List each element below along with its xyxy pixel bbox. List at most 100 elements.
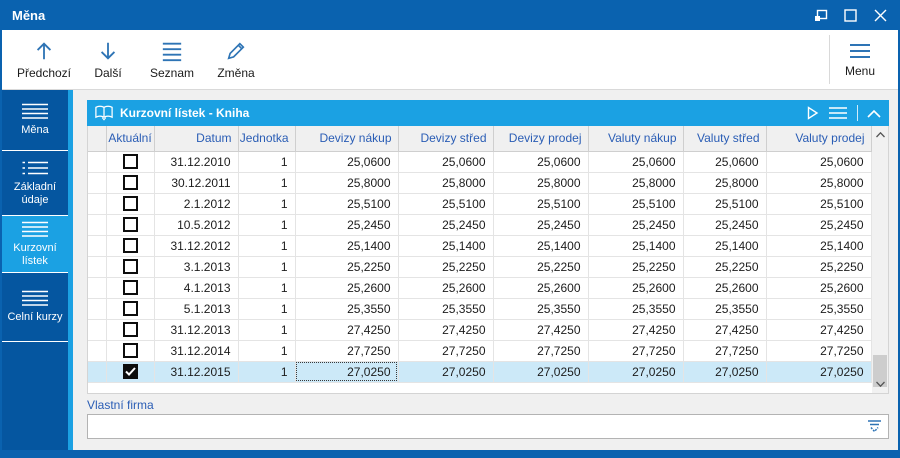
cell-devizy_prodej[interactable]: 25,5100 [493,193,589,215]
cell-valuty_prodej[interactable]: 25,1400 [766,235,872,257]
cell-valuty_stred[interactable]: 25,0600 [683,151,767,173]
column-header-datum[interactable]: Datum [154,126,239,152]
row-checkbox-cell[interactable] [106,214,155,236]
cell-devizy_nakup[interactable]: 25,8000 [295,172,399,194]
column-header-valuty_stred[interactable]: Valuty střed [683,126,767,152]
cell-datum[interactable]: 2.1.2012 [154,193,239,215]
row-checkbox-cell[interactable] [106,235,155,257]
cell-devizy_stred[interactable]: 25,0600 [398,151,494,173]
row-indicator-cell[interactable] [88,151,107,173]
cell-valuty_nakup[interactable]: 27,4250 [588,319,684,341]
list-button[interactable]: Seznam [140,30,204,89]
cell-jednotka[interactable]: 1 [238,298,296,320]
cell-valuty_nakup[interactable]: 25,2250 [588,256,684,278]
cell-valuty_nakup[interactable]: 25,0600 [588,151,684,173]
cell-valuty_nakup[interactable]: 25,1400 [588,235,684,257]
checkbox-unchecked-icon[interactable] [122,343,138,359]
cell-devizy_nakup[interactable]: 27,7250 [295,340,399,362]
cell-devizy_prodej[interactable]: 25,2450 [493,214,589,236]
cell-devizy_stred[interactable]: 25,2250 [398,256,494,278]
row-indicator-cell[interactable] [88,214,107,236]
cell-devizy_nakup[interactable]: 25,2600 [295,277,399,299]
sidebar-item-celni-kurzy[interactable]: Celní kurzy [2,273,68,342]
panel-list-icon[interactable] [828,106,848,120]
table-row[interactable]: 30.12.2011 1 25,8000 25,8000 25,8000 25,8000 2… [88,172,872,194]
cell-valuty_prodej[interactable]: 27,7250 [766,340,872,362]
cell-devizy_stred[interactable]: 27,7250 [398,340,494,362]
cell-jednotka[interactable]: 1 [238,319,296,341]
cell-devizy_prodej[interactable]: 25,8000 [493,172,589,194]
row-indicator-cell[interactable] [88,319,107,341]
cell-valuty_stred[interactable]: 25,3550 [683,298,767,320]
cell-valuty_nakup[interactable]: 25,2450 [588,214,684,236]
table-row[interactable]: 3.1.2013 1 25,2250 25,2250 25,2250 25,2250 25,… [88,256,872,278]
row-checkbox-cell[interactable] [106,340,155,362]
row-indicator-header[interactable] [88,126,107,152]
cell-devizy_nakup[interactable]: 27,4250 [295,319,399,341]
sidebar-item-zakladni-udaje[interactable]: Základní údaje [2,151,68,216]
cell-valuty_prodej[interactable]: 25,3550 [766,298,872,320]
checkbox-unchecked-icon[interactable] [122,301,138,317]
cell-datum[interactable]: 10.5.2012 [154,214,239,236]
cell-datum[interactable]: 3.1.2013 [154,256,239,278]
cell-valuty_stred[interactable]: 27,4250 [683,319,767,341]
cell-devizy_prodej[interactable]: 27,7250 [493,340,589,362]
row-checkbox-cell[interactable] [106,256,155,278]
cell-valuty_nakup[interactable]: 25,2600 [588,277,684,299]
checkbox-unchecked-icon[interactable] [122,154,138,170]
cell-valuty_nakup[interactable]: 25,5100 [588,193,684,215]
cell-devizy_nakup[interactable]: 25,3550 [295,298,399,320]
restore-icon[interactable] [812,7,828,23]
cell-valuty_nakup[interactable]: 25,3550 [588,298,684,320]
cell-valuty_nakup[interactable]: 27,7250 [588,340,684,362]
cell-datum[interactable]: 30.12.2011 [154,172,239,194]
chevron-up-icon[interactable] [867,109,881,118]
cell-datum[interactable]: 31.12.2012 [154,235,239,257]
sidebar-item-mena[interactable]: Měna [2,90,68,151]
scrollbar-thumb[interactable] [872,355,887,387]
row-checkbox-cell[interactable] [106,151,155,173]
cell-valuty_prodej[interactable]: 25,2600 [766,277,872,299]
cell-valuty_stred[interactable]: 25,8000 [683,172,767,194]
cell-valuty_stred[interactable]: 25,2250 [683,256,767,278]
cell-jednotka[interactable]: 1 [238,151,296,173]
cell-devizy_stred[interactable]: 25,5100 [398,193,494,215]
vertical-scrollbar[interactable] [871,126,889,393]
cell-devizy_nakup[interactable]: 27,0250 [295,361,399,383]
checkbox-unchecked-icon[interactable] [122,175,138,191]
scroll-down-icon[interactable] [872,376,889,393]
checkbox-unchecked-icon[interactable] [122,238,138,254]
cell-devizy_nakup[interactable]: 25,1400 [295,235,399,257]
cell-datum[interactable]: 31.12.2010 [154,151,239,173]
column-header-devizy_stred[interactable]: Devizy střed [398,126,494,152]
cell-jednotka[interactable]: 1 [238,361,296,383]
row-checkbox-cell[interactable] [106,277,155,299]
maximize-icon[interactable] [842,7,858,23]
row-checkbox-cell[interactable] [106,298,155,320]
cell-devizy_nakup[interactable]: 25,0600 [295,151,399,173]
cell-valuty_stred[interactable]: 27,7250 [683,340,767,362]
checkbox-unchecked-icon[interactable] [122,280,138,296]
cell-valuty_prodej[interactable]: 27,0250 [766,361,872,383]
cell-devizy_stred[interactable]: 25,1400 [398,235,494,257]
cell-valuty_stred[interactable]: 27,0250 [683,361,767,383]
cell-devizy_stred[interactable]: 25,3550 [398,298,494,320]
checkbox-unchecked-icon[interactable] [122,259,138,275]
cell-devizy_prodej[interactable]: 25,2250 [493,256,589,278]
column-header-checked[interactable]: Aktuální [106,126,155,152]
table-row[interactable]: 31.12.2012 1 25,1400 25,1400 25,1400 25,1400 2… [88,235,872,257]
row-checkbox-cell[interactable] [106,172,155,194]
table-row[interactable]: 31.12.2013 1 27,4250 27,4250 27,4250 27,4250 2… [88,319,872,341]
cell-devizy_nakup[interactable]: 25,5100 [295,193,399,215]
cell-devizy_stred[interactable]: 27,4250 [398,319,494,341]
cell-valuty_prodej[interactable]: 25,2450 [766,214,872,236]
checkbox-checked-icon[interactable] [122,364,138,380]
row-indicator-cell[interactable] [88,193,107,215]
play-icon[interactable] [805,106,819,120]
cell-devizy_stred[interactable]: 25,2600 [398,277,494,299]
table-row[interactable]: 5.1.2013 1 25,3550 25,3550 25,3550 25,3550 25,… [88,298,872,320]
table-row[interactable]: 31.12.2015 1 27,0250 27,0250 27,0250 27,0250 2… [88,361,872,383]
cell-valuty_prodej[interactable]: 25,8000 [766,172,872,194]
table-row[interactable]: 4.1.2013 1 25,2600 25,2600 25,2600 25,2600 25,… [88,277,872,299]
cell-valuty_stred[interactable]: 25,5100 [683,193,767,215]
